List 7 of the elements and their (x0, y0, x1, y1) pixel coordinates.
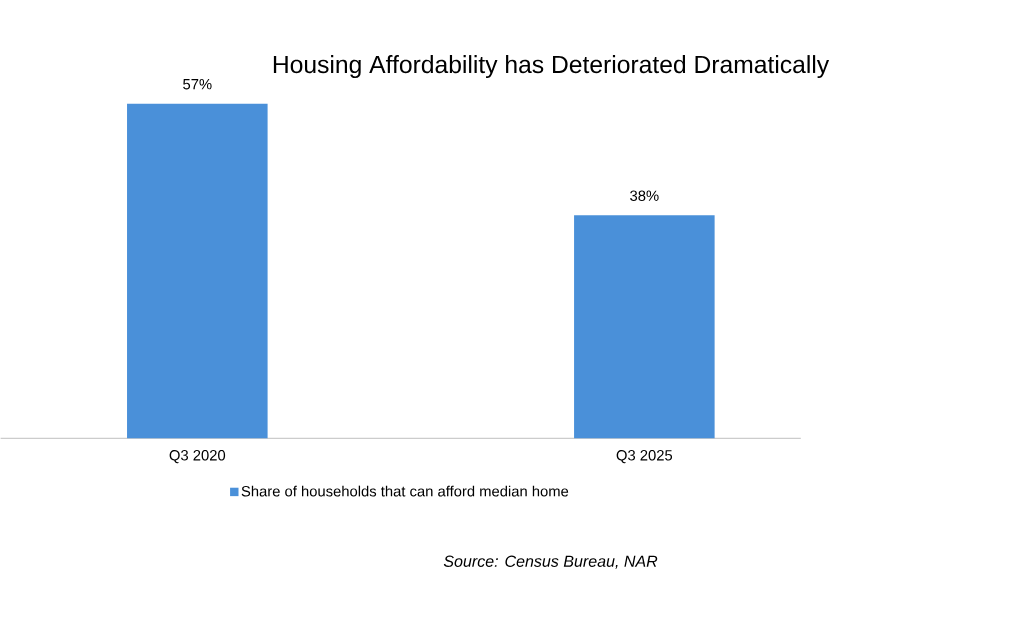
data-label: 38% (630, 190, 659, 201)
source-note: Source: Census Bureau, NAR (443, 555, 658, 569)
data-label: 57% (183, 78, 212, 90)
chart-title: Housing Affordability has Deteriorated Dramatically (273, 54, 830, 78)
x-tick-label: Q3 2025 (616, 449, 673, 463)
x-tick-label: Q3 2020 (169, 449, 226, 463)
legend-label: Share of households that can afford median home (241, 485, 569, 497)
